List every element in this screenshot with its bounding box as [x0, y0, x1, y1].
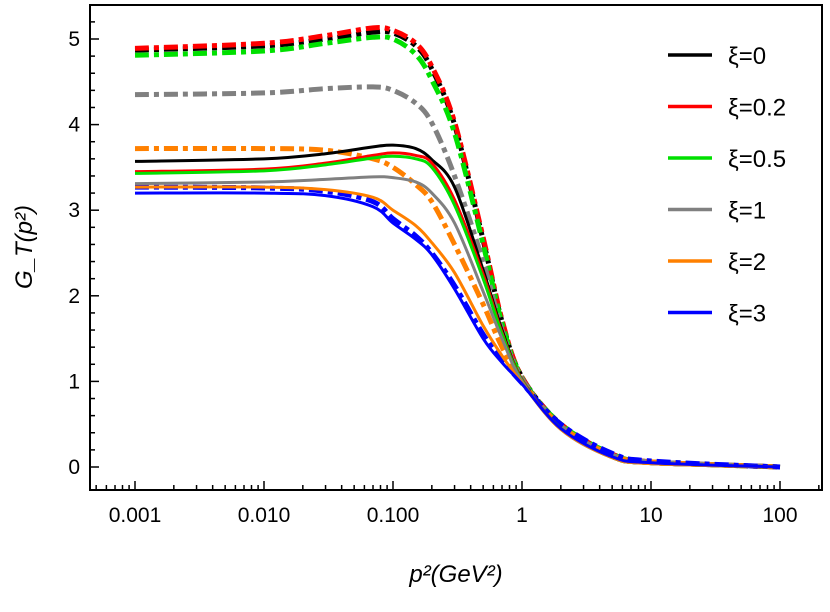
x-tick-label: 1	[516, 504, 528, 527]
legend-label: ξ=1	[728, 198, 766, 225]
legend-label: ξ=3	[728, 301, 766, 328]
y-tick-label: 4	[68, 114, 80, 137]
series-xi-1-solid	[134, 175, 781, 469]
y-axis-label: G_T(p²)	[11, 205, 38, 289]
y-tick-label: 3	[68, 199, 80, 222]
axis-ticks: 0 1 2 3 4 5 0.001 0.010 0.100 1 10 100	[68, 21, 820, 527]
y-tick-label: 1	[68, 370, 80, 393]
x-tick-label: 0.010	[238, 504, 291, 527]
y-tick-label: 5	[68, 28, 80, 51]
x-tick-label: 100	[762, 504, 797, 527]
y-tick-label: 2	[68, 285, 80, 308]
curves	[134, 25, 781, 470]
series-xi-3-solid	[134, 191, 781, 469]
y-tick-label: 0	[68, 456, 80, 479]
legend: ξ=0 ξ=0.2 ξ=0.5 ξ=1 ξ=2 ξ=3	[668, 43, 786, 328]
x-axis-label: p²(GeV²)	[408, 561, 502, 588]
series-xi-0.2-solid	[134, 151, 781, 469]
x-tick-label: 10	[639, 504, 662, 527]
series-xi-3-dashdot	[134, 184, 781, 470]
plot-frame	[89, 4, 823, 491]
x-tick-label: 0.100	[367, 504, 420, 527]
legend-label: ξ=2	[728, 249, 766, 276]
legend-label: ξ=0.5	[728, 146, 786, 173]
legend-label: ξ=0.2	[728, 95, 786, 122]
x-tick-label: 0.001	[109, 504, 162, 527]
legend-label: ξ=0	[728, 43, 766, 70]
